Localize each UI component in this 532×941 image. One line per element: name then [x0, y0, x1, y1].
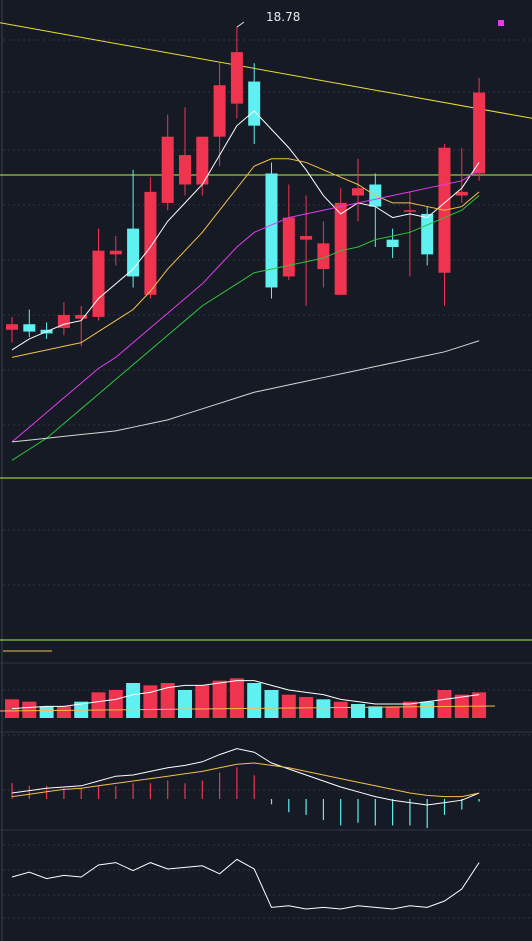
volume-bar: [281, 694, 296, 718]
candle-body: [473, 92, 486, 174]
candle-body: [6, 324, 18, 330]
candle-body: [144, 191, 157, 295]
volume-bar: [195, 685, 210, 718]
volume-bar: [351, 704, 365, 718]
candle-body: [317, 243, 330, 270]
candle-body: [403, 210, 416, 212]
candle-body: [386, 239, 399, 248]
volume-bar: [385, 706, 400, 718]
volume-panel: [0, 678, 496, 718]
volume-bar: [264, 690, 279, 718]
indicator-panel: [11, 858, 480, 910]
candle-body: [213, 85, 226, 137]
volume-bar: [143, 685, 158, 718]
candle-body: [282, 217, 295, 277]
candle-body: [248, 81, 261, 126]
volume-bar: [91, 692, 106, 718]
candle-body: [161, 136, 174, 203]
candle-body: [57, 315, 70, 328]
volume-bar: [39, 706, 54, 718]
candle-body: [334, 202, 347, 295]
volume-bar: [22, 701, 37, 718]
volume-bar: [402, 701, 417, 718]
candle-body: [421, 213, 434, 255]
volume-bar: [178, 690, 192, 718]
volume-bar: [229, 678, 244, 718]
candle-body: [230, 52, 243, 104]
candle-body: [92, 250, 105, 317]
volume-bar: [56, 706, 71, 718]
volume-bar: [420, 701, 435, 718]
volume-bar: [108, 690, 123, 718]
ma-line: [11, 340, 480, 443]
ma-line: [11, 169, 480, 443]
price-panel: [0, 21, 532, 461]
volume-bar: [160, 683, 175, 718]
high-price-label: 18.78: [266, 10, 300, 24]
magenta-marker: [498, 20, 504, 26]
ma-line: [11, 195, 480, 461]
trend-line: [0, 22, 532, 119]
candle-body: [179, 155, 191, 185]
ma-line: [11, 110, 480, 351]
volume-bar: [126, 683, 141, 718]
candle-body: [265, 173, 278, 288]
ma-line: [11, 158, 480, 358]
volume-bar: [212, 680, 227, 718]
macd-dif-line: [11, 748, 480, 806]
candle-body: [109, 250, 122, 255]
candle-body: [455, 191, 468, 196]
candle-body: [196, 136, 209, 185]
high-marker-line: [236, 21, 245, 28]
candle-body: [300, 235, 313, 240]
volume-ma-line: [0, 705, 496, 712]
volume-bar: [333, 701, 348, 718]
volume-bar: [247, 683, 262, 718]
volume-ma-line: [11, 680, 480, 710]
candle-body: [23, 324, 36, 332]
macd-panel: [11, 748, 480, 829]
volume-bar: [437, 690, 452, 718]
indicator-line: [11, 858, 480, 910]
volume-bar: [368, 706, 383, 718]
volume-bar: [472, 692, 487, 718]
candle-body: [75, 315, 88, 319]
candle-body: [352, 188, 364, 196]
macd-dea-line: [11, 762, 480, 798]
volume-bar: [316, 699, 331, 718]
